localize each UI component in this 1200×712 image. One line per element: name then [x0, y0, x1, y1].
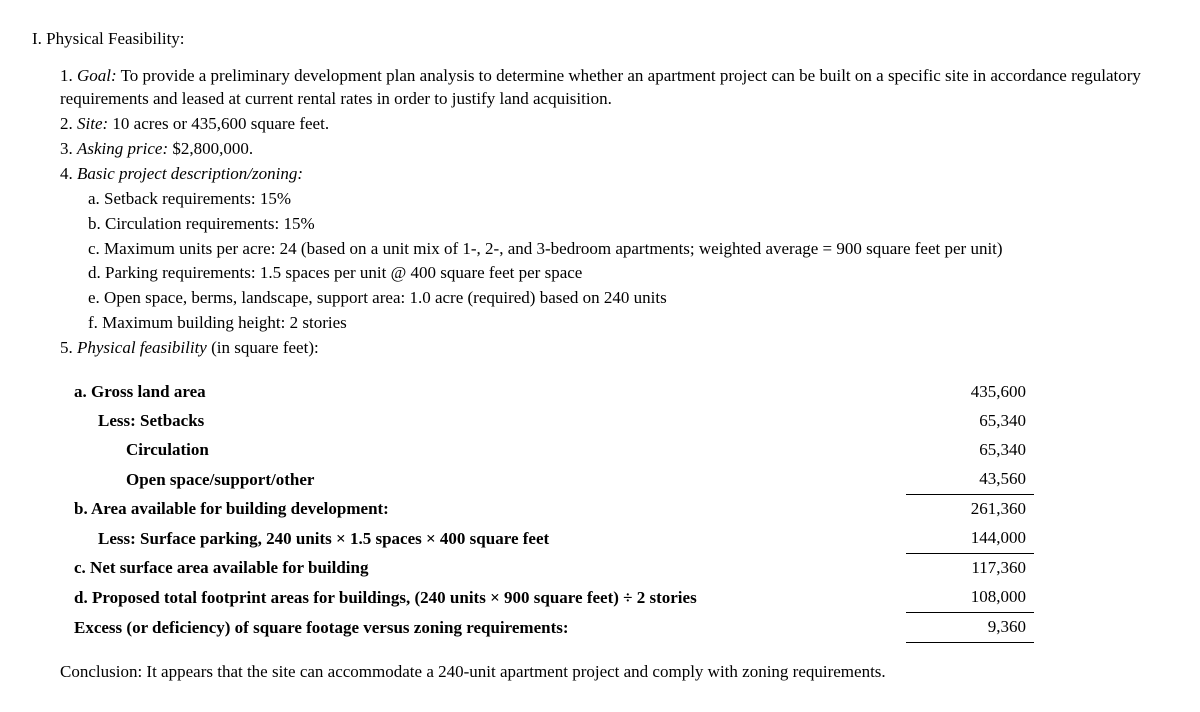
row-label: Less: Surface parking, 240 units × 1.5 s… [74, 525, 906, 554]
table-row: Less: Setbacks65,340 [74, 407, 1034, 436]
row-value: 108,000 [906, 583, 1034, 613]
row-label: Open space/support/other [74, 466, 906, 495]
sub-b: b. Circulation requirements: 15% [88, 213, 1168, 236]
table-row: Excess (or deficiency) of square footage… [74, 613, 1034, 643]
row-value: 65,340 [906, 436, 1034, 465]
row-value: 261,360 [906, 495, 1034, 524]
phys-label: Physical feasibility [77, 338, 207, 357]
sub-c: c. Maximum units per acre: 24 (based on … [88, 238, 1168, 261]
item-goal: 1. Goal: To provide a preliminary develo… [60, 65, 1168, 111]
item-phys: 5. Physical feasibility (in square feet)… [60, 337, 1168, 360]
site-text: 10 acres or 435,600 square feet. [108, 114, 329, 133]
sub-d: d. Parking requirements: 1.5 spaces per … [88, 262, 1168, 285]
item-site: 2. Site: 10 acres or 435,600 square feet… [60, 113, 1168, 136]
sub-f: f. Maximum building height: 2 stories [88, 312, 1168, 335]
sub-list: a. Setback requirements: 15% b. Circulat… [60, 188, 1168, 336]
sub-e: e. Open space, berms, landscape, support… [88, 287, 1168, 310]
row-label: b. Area available for building developme… [74, 495, 906, 524]
row-value: 117,360 [906, 554, 1034, 583]
item-basic: 4. Basic project description/zoning: [60, 163, 1168, 186]
sub-a: a. Setback requirements: 15% [88, 188, 1168, 211]
main-list: 1. Goal: To provide a preliminary develo… [32, 65, 1168, 360]
row-label: Excess (or deficiency) of square footage… [74, 614, 906, 643]
goal-label: Goal: [77, 66, 117, 85]
basic-label: Basic project description/zoning: [77, 164, 303, 183]
phys-text: (in square feet): [207, 338, 319, 357]
row-label: Circulation [74, 436, 906, 465]
table-row: a. Gross land area435,600 [74, 378, 1034, 407]
row-value: 144,000 [906, 524, 1034, 554]
table-row: Circulation65,340 [74, 436, 1034, 465]
asking-label: Asking price: [77, 139, 168, 158]
item-asking: 3. Asking price: $2,800,000. [60, 138, 1168, 161]
goal-text: To provide a preliminary development pla… [60, 66, 1141, 108]
row-label: Less: Setbacks [74, 407, 906, 436]
row-label: d. Proposed total footprint areas for bu… [74, 584, 906, 613]
row-label: c. Net surface area available for buildi… [74, 554, 906, 583]
asking-text: $2,800,000. [168, 139, 253, 158]
table-row: c. Net surface area available for buildi… [74, 554, 1034, 583]
row-value: 435,600 [906, 378, 1034, 407]
conclusion: Conclusion: It appears that the site can… [32, 661, 1168, 684]
table-row: Less: Surface parking, 240 units × 1.5 s… [74, 524, 1034, 554]
table-row: d. Proposed total footprint areas for bu… [74, 583, 1034, 613]
row-value: 43,560 [906, 465, 1034, 495]
table-row: Open space/support/other43,560 [74, 465, 1034, 495]
site-label: Site: [77, 114, 108, 133]
table-row: b. Area available for building developme… [74, 495, 1034, 524]
row-label: a. Gross land area [74, 378, 906, 407]
feasibility-table: a. Gross land area435,600Less: Setbacks6… [32, 378, 1034, 642]
section-heading: I. Physical Feasibility: [32, 28, 1168, 51]
row-value: 9,360 [906, 613, 1034, 643]
row-value: 65,340 [906, 407, 1034, 436]
